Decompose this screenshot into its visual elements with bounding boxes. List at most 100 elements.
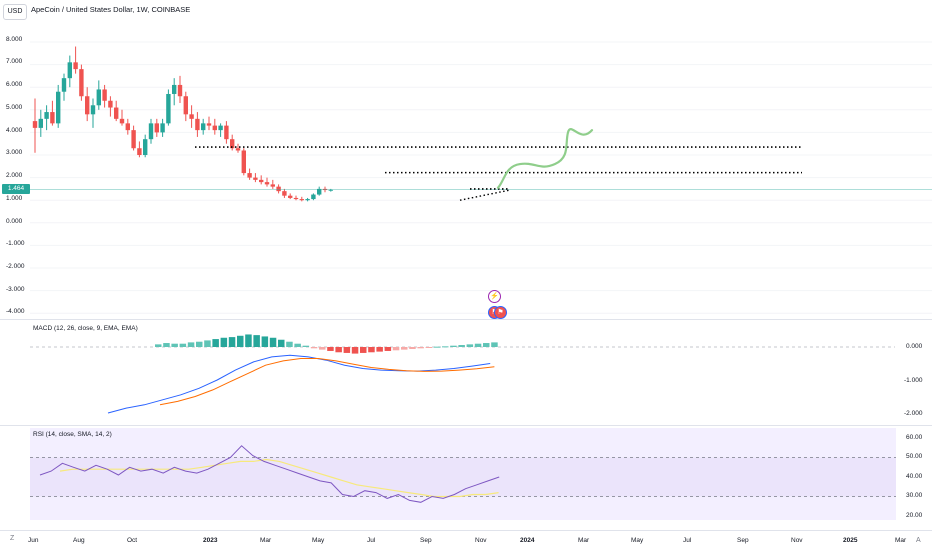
candle-body: [218, 125, 223, 131]
candle-body: [305, 199, 310, 201]
candle-body: [241, 150, 246, 174]
candle-body: [317, 188, 322, 195]
price-tick: 0.000: [6, 218, 23, 225]
candle-body: [230, 139, 235, 149]
macd-histogram-bar: [302, 345, 310, 347]
macd-histogram-bar: [327, 347, 334, 351]
flag-icon[interactable]: ⚑: [494, 306, 507, 319]
macd-histogram-bar: [376, 347, 383, 352]
price-tick: -1.000: [6, 240, 25, 247]
candle-body: [160, 123, 165, 133]
rsi-line: [39, 445, 500, 503]
candle-body: [32, 121, 38, 128]
time-label: Jun: [28, 537, 39, 544]
rsi-tick: 40.00: [906, 473, 923, 480]
macd-histogram-bar: [228, 337, 236, 347]
current-price-label: 1.464: [2, 184, 30, 194]
candle-body: [247, 173, 252, 178]
candle-body: [299, 199, 304, 201]
macd-histogram-bar: [392, 347, 400, 351]
candle-body: [235, 148, 241, 151]
candle-body: [259, 179, 264, 183]
macd-histogram-bar: [343, 347, 351, 353]
macd-histogram-bar: [425, 347, 433, 348]
candle-body: [293, 197, 299, 200]
candle-body: [114, 107, 119, 119]
candle-body: [264, 182, 270, 185]
price-tick: 7.000: [6, 58, 23, 65]
zoom-toggle-button[interactable]: Z: [10, 535, 15, 542]
candle-body: [189, 114, 194, 119]
rsi-tick: 30.00: [906, 492, 923, 499]
macd-histogram-bar: [401, 347, 408, 350]
candle-body: [195, 118, 200, 131]
macd-histogram-bar: [212, 339, 219, 347]
price-tick: 1.000: [6, 195, 23, 202]
time-label: 2023: [203, 537, 218, 544]
macd-chart[interactable]: [0, 320, 932, 424]
candle-body: [253, 177, 258, 180]
price-tick: 2.000: [6, 172, 23, 179]
macd-histogram-bar: [286, 341, 293, 347]
price-tick: 8.000: [6, 36, 23, 43]
macd-histogram-bar: [171, 343, 178, 347]
price-tick: 6.000: [6, 81, 23, 88]
macd-histogram-bar: [491, 342, 498, 347]
candle-body: [85, 96, 90, 115]
time-label: 2024: [520, 537, 535, 544]
macd-histogram-bar: [310, 347, 318, 349]
candle-body: [270, 184, 275, 187]
time-label: Aug: [73, 537, 85, 544]
symbol-title[interactable]: ApeCoin / United States Dollar, 1W, COIN…: [31, 5, 191, 14]
candle-body: [276, 186, 281, 192]
candle-body: [172, 84, 177, 94]
rsi-label[interactable]: RSI (14, close, SMA, 14, 2): [33, 431, 112, 438]
macd-histogram-bar: [335, 347, 342, 353]
candle-body: [224, 125, 229, 140]
time-label: Nov: [475, 537, 487, 544]
macd-histogram-bar: [319, 347, 326, 350]
time-label: May: [631, 537, 644, 544]
rsi-chart[interactable]: [0, 426, 932, 530]
candle-body: [50, 112, 55, 124]
candle-body: [148, 123, 154, 140]
macd-histogram-bar: [417, 347, 424, 349]
pane-separator[interactable]: [0, 425, 932, 426]
candle-body: [201, 123, 206, 131]
candle-body: [56, 91, 61, 124]
candle-body: [90, 105, 96, 115]
rsi-band: [30, 457, 896, 497]
candle-body: [125, 123, 130, 131]
time-label: May: [312, 537, 325, 544]
macd-histogram-bar: [269, 337, 277, 347]
candle-body: [166, 93, 171, 124]
macd-histogram-bar: [278, 339, 285, 347]
candle-body: [44, 112, 49, 119]
pane-separator[interactable]: [0, 319, 932, 320]
time-label: Jul: [367, 537, 376, 544]
candle-body: [119, 118, 125, 124]
candle-body: [328, 189, 333, 191]
macd-histogram-bar: [187, 342, 195, 347]
macd-histogram-bar: [245, 334, 252, 347]
trend-line: [459, 189, 511, 201]
candle-body: [212, 125, 217, 131]
auto-scale-button[interactable]: A: [916, 537, 921, 544]
candle-body: [96, 89, 101, 106]
currency-button[interactable]: USD: [3, 4, 27, 20]
macd-tick: -1.000: [904, 377, 923, 384]
time-label: 2025: [843, 537, 858, 544]
macd-histogram-bar: [155, 344, 162, 347]
candle-body: [73, 62, 78, 70]
macd-histogram-bar: [351, 347, 359, 354]
lightning-icon[interactable]: ⚡: [488, 290, 501, 303]
candle-body: [288, 195, 293, 198]
candle-body: [131, 130, 136, 149]
price-chart[interactable]: [0, 22, 932, 318]
rsi-tick: 60.00: [906, 434, 923, 441]
price-tick: -2.000: [6, 263, 25, 270]
macd-label[interactable]: MACD (12, 26, close, 9, EMA, EMA): [33, 325, 138, 332]
candle-body: [183, 96, 188, 115]
macd-histogram-bar: [474, 343, 482, 347]
macd-histogram-bar: [458, 345, 465, 347]
